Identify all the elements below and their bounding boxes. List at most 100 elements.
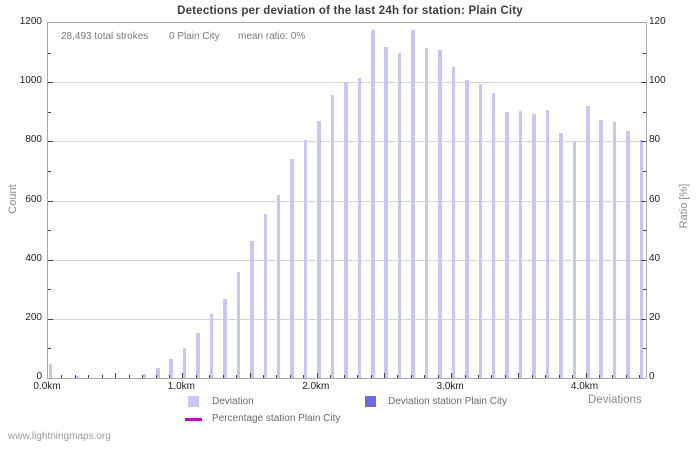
axis-tick (643, 230, 646, 232)
axis-tick (491, 375, 493, 378)
legend-label-station: Deviation station Plain City (388, 396, 507, 407)
legend-swatch-deviation-icon (188, 396, 199, 407)
axis-tick (276, 375, 278, 378)
axis-tick (478, 375, 480, 378)
axis-tick (437, 375, 439, 378)
axis-tick (48, 200, 53, 202)
bar (451, 66, 456, 378)
bar (317, 121, 321, 378)
x-axis-label: Deviations (588, 394, 642, 406)
bar (344, 82, 348, 378)
y-axis-tick-label: 40 (649, 252, 661, 264)
axis-tick (639, 375, 641, 378)
axis-tick (383, 373, 385, 378)
bar (303, 140, 308, 378)
axis-tick (357, 375, 359, 378)
axis-tick (61, 375, 63, 378)
axis-tick (641, 318, 646, 320)
legend-swatch-percentage-line-icon (185, 418, 202, 421)
bar (357, 77, 362, 378)
axis-tick (48, 318, 53, 320)
bar (424, 47, 429, 378)
bar (196, 332, 200, 378)
axis-tick (643, 289, 646, 291)
bar (478, 83, 483, 378)
bar (263, 213, 267, 378)
axis-tick (48, 111, 51, 113)
bar (236, 272, 241, 378)
bar (505, 112, 509, 378)
y-axis-tick-label: 200 (25, 311, 42, 323)
axis-tick (330, 375, 332, 378)
axis-tick (397, 375, 399, 378)
axis-tick (249, 373, 251, 378)
axis-tick (236, 375, 238, 378)
annotation-station-strokes: 0 Plain City (169, 31, 220, 42)
axis-tick (101, 375, 103, 378)
axis-tick (209, 375, 211, 378)
axis-tick (74, 375, 76, 378)
y-axis-tick-label: 800 (25, 134, 42, 146)
axis-tick (263, 375, 264, 378)
y-axis-tick-label: 1200 (19, 16, 42, 27)
x-axis-tick-label: 0.0km (33, 381, 61, 392)
y-axis-tick-label: 120 (649, 16, 666, 27)
y-axis-tick-label: 0 (649, 371, 655, 382)
x-axis-tick-label: 1.0km (167, 381, 195, 392)
axis-tick (641, 259, 646, 261)
axis-tick (48, 289, 51, 291)
axis-tick (424, 375, 426, 378)
axis-tick (558, 375, 560, 378)
y-axis-tick-label: 0 (36, 371, 42, 382)
axis-tick (518, 373, 520, 378)
x-axis-tick-label: 4.0km (570, 381, 599, 392)
bar (612, 122, 617, 378)
bar (209, 314, 214, 378)
axis-tick (410, 375, 412, 378)
axis-tick (48, 170, 51, 172)
bar (371, 30, 375, 378)
bar (465, 79, 469, 378)
plot-area: 28,493 total strokes 0 Plain City mean r… (47, 22, 647, 379)
bar (626, 131, 630, 378)
axis-tick (504, 375, 506, 378)
footer-watermark: www.lightningmaps.org (8, 431, 111, 442)
axis-tick (195, 375, 197, 378)
x-axis-tick-label: 3.0km (436, 381, 464, 392)
axis-tick (48, 141, 53, 143)
bar (156, 367, 160, 378)
axis-tick (303, 375, 305, 378)
axis-tick (289, 375, 291, 378)
axis-tick (48, 259, 53, 261)
annotation-mean-ratio: mean ratio: 0% (238, 31, 306, 42)
bar (411, 29, 415, 378)
axis-tick (222, 375, 224, 378)
axis-tick (572, 375, 574, 378)
bar (491, 93, 496, 378)
axis-tick (641, 141, 646, 143)
axis-tick (155, 375, 157, 378)
axis-tick (316, 373, 318, 378)
bar (438, 49, 442, 378)
bar (532, 113, 536, 378)
y-axis-tick-label: 600 (25, 193, 42, 205)
bar (75, 375, 79, 378)
bar (545, 109, 550, 378)
bar (559, 132, 563, 378)
axis-tick (168, 375, 170, 378)
bar (223, 299, 227, 378)
bar (599, 119, 603, 378)
axis-tick (598, 375, 600, 378)
axis-tick (625, 375, 627, 378)
y-axis-tick-label: 1000 (19, 75, 42, 87)
axis-tick (128, 375, 130, 378)
bar (276, 195, 281, 378)
bar (572, 142, 577, 378)
axis-tick (585, 373, 587, 378)
axis-tick (48, 82, 53, 84)
axis-tick (643, 52, 646, 54)
axis-tick (343, 375, 345, 378)
y-axis-tick-label: 80 (649, 134, 661, 146)
axis-tick (612, 375, 614, 378)
legend-label-deviation: Deviation (212, 396, 254, 407)
